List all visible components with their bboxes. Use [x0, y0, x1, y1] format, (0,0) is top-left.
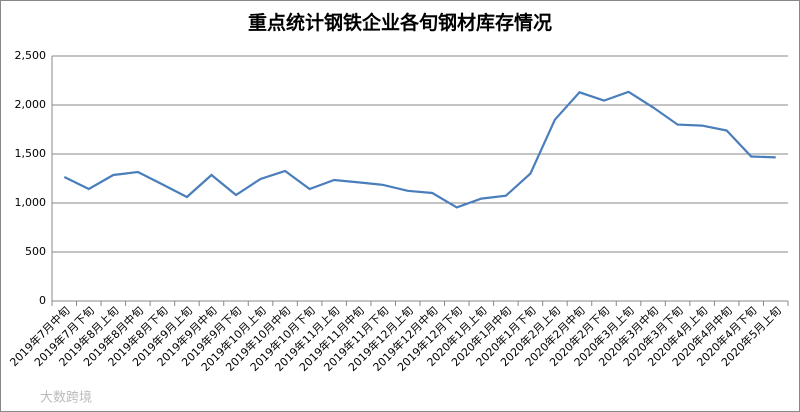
y-tick-label: 0	[39, 294, 46, 307]
y-tick-label: 2,500	[15, 49, 47, 62]
y-tick-label: 2,000	[15, 98, 47, 111]
chart-title: 重点统计钢铁企业各旬钢材库存情况	[248, 11, 552, 34]
y-tick-label: 500	[25, 245, 46, 258]
watermark: 大数跨境	[40, 391, 92, 406]
data-line	[63, 90, 776, 209]
y-tick-label: 1,500	[15, 147, 47, 160]
y-tick-label: 1,000	[15, 196, 47, 209]
